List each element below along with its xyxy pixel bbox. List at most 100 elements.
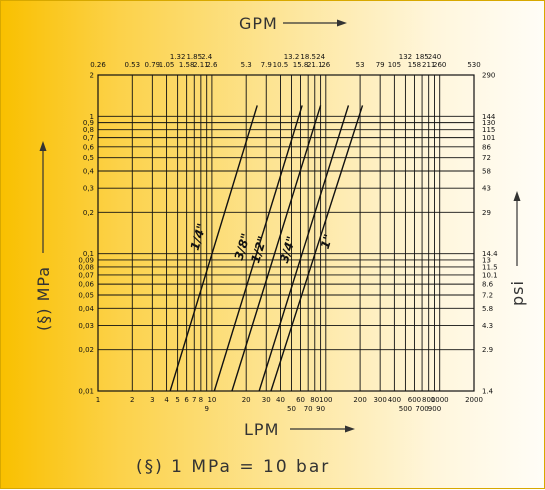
gpm-tick-label: 0.53 [124,61,140,69]
x-tick-label: 5 [175,396,179,404]
chart-title: GPM [239,14,278,33]
gpm-tick-label: 2.4 [201,53,213,61]
psi-tick-label: 5.8 [482,305,493,313]
mpa-tick-label: 0,06 [78,281,94,289]
x-tick-label: 600 [408,396,421,404]
lpm-arrow [290,425,355,433]
psi-tick-label: 58 [482,167,491,175]
x-tick-label: 80 [310,396,319,404]
mpa-tick-label: 0,5 [83,154,94,162]
gpm-tick-label: 79 [376,61,385,69]
psi-tick-label: 130 [482,119,495,127]
mpa-tick-label: 0,1 [83,250,94,258]
mpa-tick-label: 1 [90,113,94,121]
mpa-tick-label: 0,04 [78,305,94,313]
x-tick-label: 200 [353,396,366,404]
x-tick-label: 700 [415,405,428,413]
psi-tick-label: 10.1 [482,271,498,279]
x-tick-label: 9 [204,405,208,413]
x-tick-label: 40 [276,396,285,404]
footnote: (§) 1 MPa = 10 bar [136,457,330,477]
gpm-tick-label: 1.58 [179,61,195,69]
psi-tick-label: 13 [482,256,491,264]
mpa-tick-label: 0,2 [83,209,94,217]
gpm-tick-label: 53 [356,61,365,69]
psi-tick-label: 1.4 [482,388,494,396]
psi-tick-label: 290 [482,72,495,80]
mpa-tick-label: 0,6 [83,143,95,151]
x-axis-label: LPM [244,420,279,439]
mpa-tick-label: 0,09 [78,256,94,264]
gpm-tick-label: 21.1 [307,61,323,69]
gpm-tick-label: 0.79 [145,61,161,69]
mpa-tick-label: 0,4 [83,167,95,175]
psi-tick-label: 14.4 [482,250,498,258]
psi-tick-label: 4.3 [482,322,493,330]
series-label: 1/4" [188,222,209,252]
psi-tick-label: 72 [482,154,491,162]
x-tick-label: 1 [96,396,100,404]
gpm-tick-label: 0.26 [90,61,106,69]
x-tick-label: 70 [304,405,313,413]
x-tick-label: 60 [296,396,305,404]
mpa-tick-label: 0,08 [78,263,94,271]
x-tick-label: 1000 [431,396,449,404]
series-line [169,105,258,392]
mpa-tick-label: 0,8 [83,126,94,134]
y-axis-label-left: (§) MPa [34,266,53,331]
gpm-tick-label: 13.2 [284,53,300,61]
series-line [213,105,303,392]
gpm-tick-label: 24 [316,53,325,61]
gpm-tick-label: 7.9 [261,61,272,69]
mpa-tick-label: 0,07 [78,271,94,279]
x-tick-label: 10 [207,396,216,404]
x-tick-label: 500 [399,405,412,413]
psi-tick-label: 101 [482,134,495,142]
mpa-tick-label: 0,01 [78,388,94,396]
gpm-tick-label: 1.32 [170,53,186,61]
mpa-tick-label: 0,9 [83,119,94,127]
x-tick-label: 800 [422,396,435,404]
psi-tick-label: 2.9 [482,346,493,354]
psi-tick-label: 7.2 [482,292,493,300]
mpa-tick-label: 0,7 [83,134,94,142]
x-tick-label: 400 [388,396,401,404]
series-line [270,105,364,392]
psi-tick-label: 144 [482,113,496,121]
x-tick-label: 7 [192,396,196,404]
gpm-tick-label: 10.5 [273,61,289,69]
gpm-tick-label: 240 [428,53,441,61]
gpm-tick-label: 15.8 [293,61,309,69]
mpa-tick-label: 0,3 [83,185,94,193]
x-tick-label: 4 [164,396,169,404]
x-tick-label: 2000 [465,396,483,404]
psi-arrow [513,191,521,266]
x-tick-label: 300 [373,396,386,404]
x-tick-label: 3 [150,396,154,404]
x-tick-label: 90 [316,405,325,413]
y-axis-label-right: psi [508,280,527,306]
gpm-tick-label: 26 [321,61,330,69]
gpm-tick-label: 132 [399,53,412,61]
gpm-tick-label: 530 [467,61,480,69]
gpm-tick-label: 2.6 [206,61,218,69]
series-label: 1" [318,232,336,250]
psi-tick-label: 86 [482,143,491,151]
mpa-tick-label: 2 [90,72,94,80]
gpm-tick-label: 5.3 [241,61,252,69]
x-tick-label: 8 [199,396,203,404]
x-tick-label: 2 [130,396,134,404]
psi-tick-label: 29 [482,209,491,217]
mpa-tick-label: 0,05 [78,292,94,300]
gpm-tick-label: 211 [422,61,435,69]
psi-tick-label: 43 [482,185,491,193]
x-tick-label: 50 [287,405,296,413]
gpm-arrow [283,19,347,27]
x-tick-label: 20 [242,396,251,404]
gpm-tick-label: 185 [415,53,428,61]
series-line [231,105,322,392]
x-tick-label: 30 [262,396,271,404]
